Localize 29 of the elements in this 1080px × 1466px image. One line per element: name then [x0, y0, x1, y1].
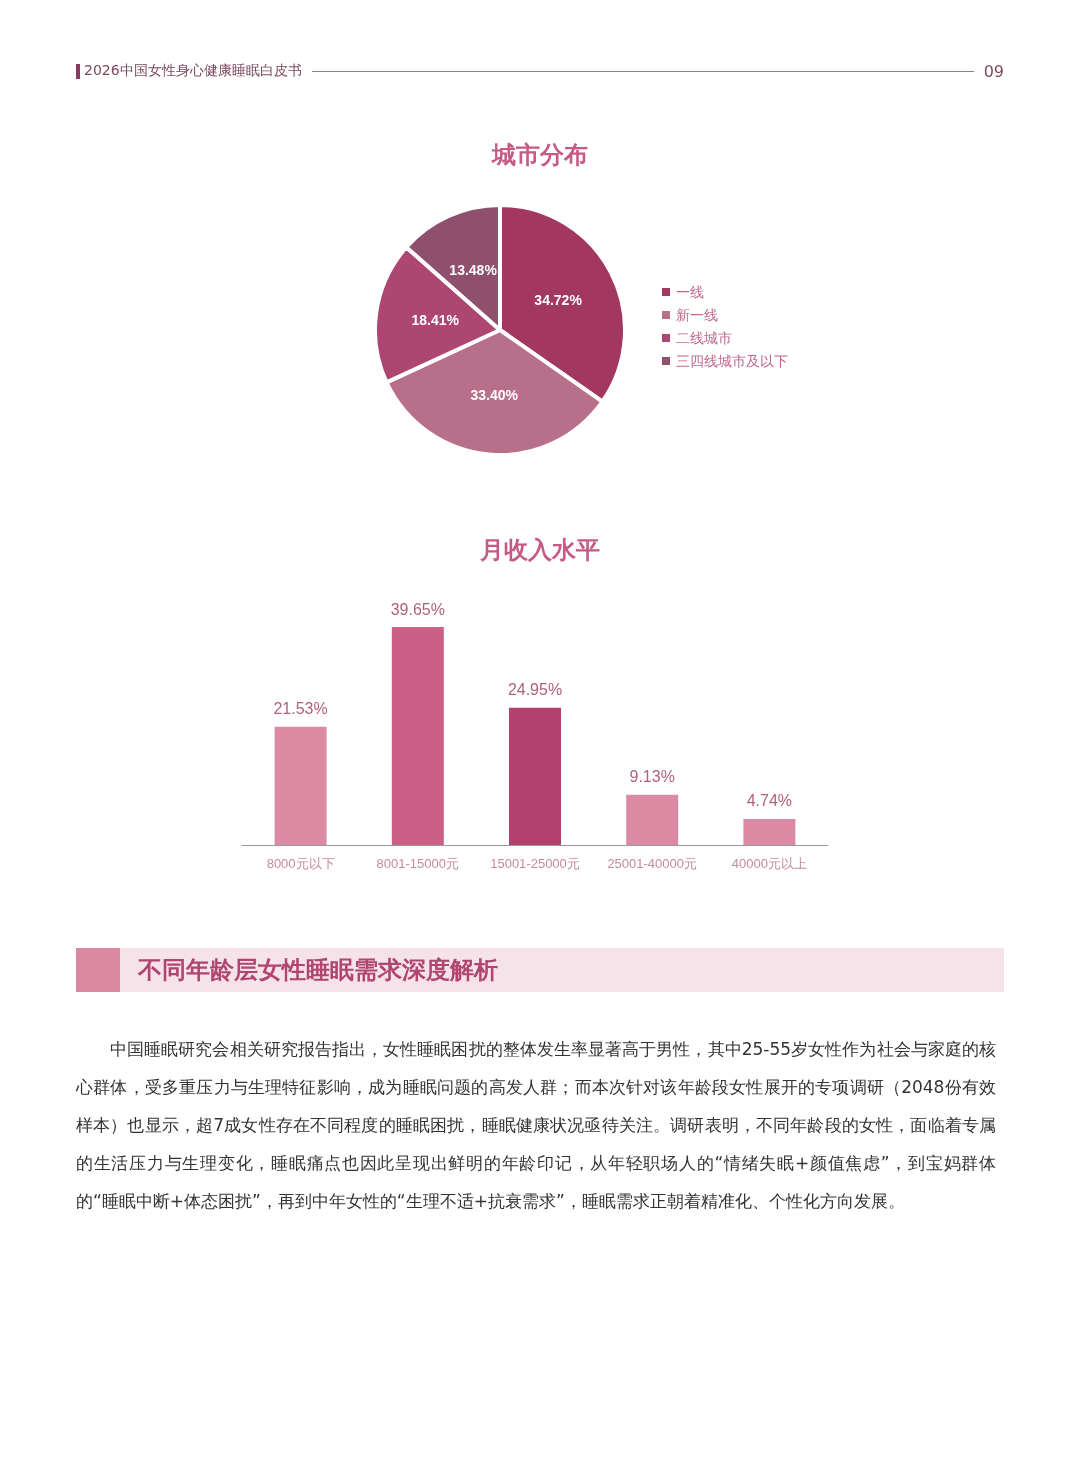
x-tick-label: 25001-40000元	[607, 856, 698, 871]
x-tick-label: 8000元以下	[266, 856, 335, 871]
legend-label: 新一线	[676, 307, 718, 323]
data-label: 9.13%	[629, 768, 675, 786]
legend-label: 一线	[676, 284, 704, 300]
chart-title: 月收入水平	[479, 536, 600, 564]
bar	[391, 627, 444, 845]
legend-label: 二线城市	[676, 330, 732, 346]
legend-label: 三四线城市及以下	[676, 353, 788, 369]
x-tick-label: 40000元以上	[731, 856, 807, 871]
data-label: 4.74%	[746, 792, 793, 810]
data-label: 33.40%	[470, 387, 519, 404]
x-tick-label: 15001-25000元	[490, 856, 580, 871]
data-label: 34.72%	[534, 291, 583, 308]
data-label: 13.48%	[449, 262, 498, 279]
bar	[274, 726, 327, 845]
data-label: 21.53%	[273, 700, 328, 718]
text: 中国睡眠研究会相关研究报告指出，女性睡眠困扰的整体发生率显著高于男性，其中25-55岁女性作为社会与家庭的核心群体，受多重压力与生理特征影响，成为睡眠问题的高发人群；而本次针对该年龄段女性展开的专项调研（2048份有效样本）也显示，超7成女性存在不同程度的睡眠困扰，睡眠健康状况亟待关注。调研表明，不同年龄段的女性，面临着专属的生活压力与生理变化，睡眠痛点也因此呈现出鲜明的年龄印记，从年轻职场人的“情绪失眠+颜值焦虑”，到宝妈群体的“睡眠中断+体态困扰”，再到中年女性的“生理不适+抗衰需求”，睡眠需求正朝着精准化、个性化方向发展。	[76, 1038, 996, 1213]
text: 09	[983, 61, 1004, 81]
chart-title: 城市分布	[491, 141, 588, 169]
text: 不同年龄层女性睡眠需求深度解析	[138, 955, 498, 986]
data-label: 18.41%	[411, 312, 460, 329]
bar	[743, 818, 796, 845]
data-label: 24.95%	[507, 681, 563, 699]
bar	[626, 794, 679, 845]
bar	[509, 707, 561, 845]
x-tick-label: 8001-15000元	[376, 856, 459, 871]
text: 2026中国女性身心健康睡眠白皮书	[84, 62, 302, 80]
data-label: 39.65%	[390, 600, 445, 618]
